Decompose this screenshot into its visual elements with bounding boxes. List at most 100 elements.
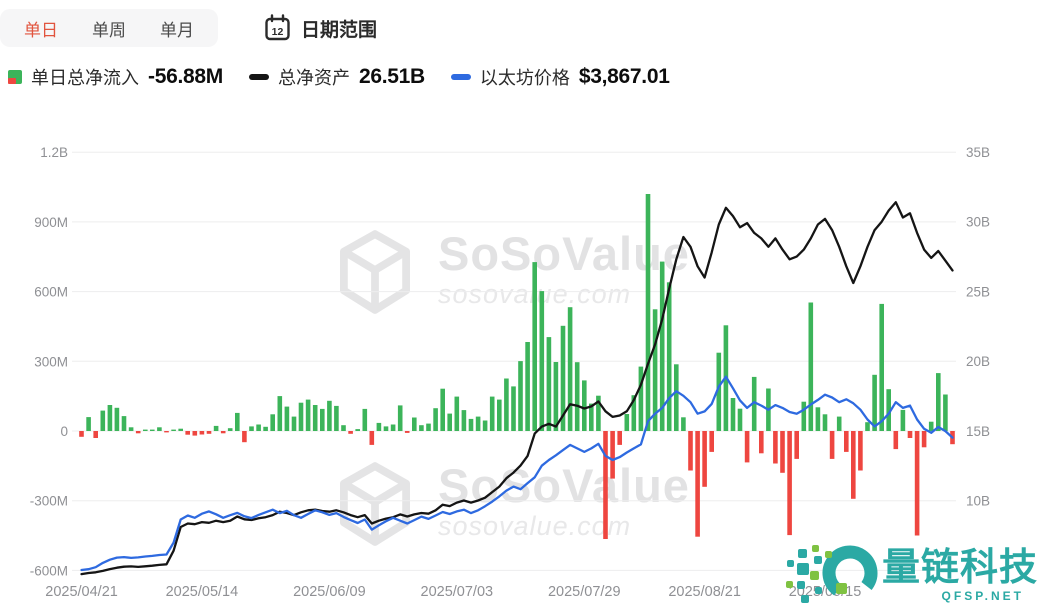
inflow-bar (532, 262, 537, 431)
inflow-bar (454, 396, 460, 431)
inflow-bar (362, 408, 368, 431)
inflow-bar (86, 417, 91, 431)
period-toolbar: 单日 单周 单月 12 日期范围 (0, 8, 383, 48)
outflow-bar (617, 431, 622, 445)
inflow-bar (263, 426, 268, 431)
x-axis-label: 2025/06/09 (293, 584, 366, 600)
inflow-bar (865, 422, 870, 431)
y-axis-label-left: 900M (34, 215, 68, 230)
tab-daily[interactable]: 单日 (24, 16, 58, 41)
outflow-bar (893, 431, 899, 450)
inflow-bar (320, 408, 325, 431)
outflow-bar (844, 431, 849, 452)
inflow-bar (447, 413, 452, 431)
inflow-bar (412, 417, 417, 431)
x-axis-label: 2025/07/03 (421, 584, 494, 600)
inflow-bar (128, 427, 134, 431)
outflow-bar (192, 431, 198, 436)
inflow-bar (397, 405, 403, 431)
inflow-bar (235, 412, 240, 431)
inflow-bar (943, 394, 948, 431)
inflow-bar (511, 386, 516, 431)
inflow-bar (100, 410, 106, 431)
inflow-bar (638, 366, 644, 431)
inflow-bar (213, 425, 219, 431)
outflow-bar (369, 431, 375, 445)
date-range-button[interactable]: 12 日期范围 (258, 13, 383, 43)
inflow-bar (390, 424, 396, 431)
inflow-bar (886, 389, 891, 431)
qfsp-logo-site: QFSP.NET (941, 589, 1024, 604)
inflow-bar (936, 373, 941, 431)
price-line-swatch-icon (450, 74, 471, 80)
inflow-bar (433, 408, 438, 431)
inflow-bar (589, 403, 594, 431)
inflow-bar (808, 302, 814, 431)
inflow-bar (504, 378, 509, 431)
price-label: 以太坊价格 (479, 68, 570, 88)
inflow-bar (518, 361, 523, 431)
flow-swatch-icon (8, 70, 22, 84)
inflow-bar (178, 428, 183, 431)
inflow-bar (114, 407, 120, 431)
legend-item-price[interactable]: 以太坊价格 $3,867.01 (450, 64, 670, 90)
outflow-bar (610, 431, 615, 479)
assets-label: 总净资产 (277, 68, 350, 88)
sosovalue-cube-icon (340, 230, 410, 314)
outflow-bar (164, 431, 169, 433)
watermark-url: sosovalue.com (438, 511, 632, 541)
tab-monthly[interactable]: 单月 (160, 16, 194, 41)
inflow-bar (560, 325, 566, 431)
inflow-bar (716, 352, 722, 431)
inflow-bar (652, 309, 658, 431)
outflow-bar (93, 431, 98, 438)
inflow-bar (801, 401, 807, 431)
flow-label: 单日总净流入 (31, 68, 139, 88)
y-axis-label-right: 30B (966, 215, 990, 230)
inflow-bar (121, 416, 127, 431)
outflow-bar (780, 431, 785, 473)
legend-item-flow[interactable]: 单日总净流入 -56.88M (8, 64, 223, 90)
tab-weekly[interactable]: 单周 (92, 16, 126, 41)
inflow-bar (468, 418, 474, 431)
inflow-bar (327, 400, 332, 431)
outflow-bar (921, 431, 927, 448)
inflow-bar (440, 388, 445, 431)
y-axis-label-right: 25B (966, 284, 990, 299)
calendar-icon: 12 (265, 14, 290, 41)
inflow-bar (659, 261, 665, 431)
assets-value: 26.51B (358, 65, 425, 88)
outflow-bar (695, 431, 700, 537)
inflow-bar (249, 426, 254, 431)
inflow-bar (815, 407, 821, 431)
outflow-bar (688, 431, 693, 471)
inflow-bar (489, 396, 495, 431)
inflow-bar (157, 427, 162, 431)
inflow-bar (737, 408, 743, 431)
inflow-bar (681, 417, 686, 431)
y-axis-label-right: 10B (966, 494, 990, 509)
assets-line-swatch-icon (248, 74, 269, 80)
inflow-bar (928, 421, 934, 431)
y-axis-label-right: 15B (966, 424, 990, 439)
outflow-bar (185, 431, 190, 435)
inflow-bar (355, 429, 360, 431)
inflow-bar (497, 399, 502, 431)
legend-item-assets[interactable]: 总净资产 26.51B (248, 64, 425, 90)
chart-legend: 单日总净流入 -56.88M 总净资产 26.51B 以太坊价格 $3,867.… (8, 62, 670, 92)
outflow-bar (348, 431, 353, 434)
qfsp-logo: 量链科技 QFSP.NET (784, 543, 1038, 609)
x-axis-label: 2025/05/14 (166, 584, 239, 600)
period-tab-group: 单日 单周 单月 (0, 9, 218, 47)
inflow-bar (227, 428, 233, 431)
y-axis-label-left: 300M (34, 354, 68, 369)
inflow-bar (270, 414, 275, 431)
inflow-bar (383, 426, 389, 431)
eth-price-line (80, 375, 954, 572)
inflow-bar (836, 416, 842, 431)
net-assets-line (80, 201, 954, 576)
y-axis-label-right: 20B (966, 354, 990, 369)
outflow-bar (702, 431, 707, 487)
x-axis-label: 2025/04/21 (45, 584, 118, 600)
